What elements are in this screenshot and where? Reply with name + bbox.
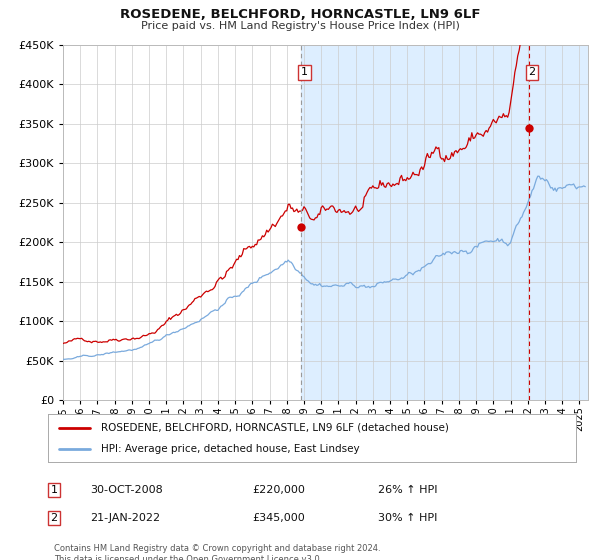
Text: Contains HM Land Registry data © Crown copyright and database right 2024.
This d: Contains HM Land Registry data © Crown c… xyxy=(54,544,380,560)
Text: 21-JAN-2022: 21-JAN-2022 xyxy=(90,513,160,523)
Text: 30% ↑ HPI: 30% ↑ HPI xyxy=(378,513,437,523)
Text: 2: 2 xyxy=(529,67,536,77)
Text: HPI: Average price, detached house, East Lindsey: HPI: Average price, detached house, East… xyxy=(101,444,359,454)
Text: ROSEDENE, BELCHFORD, HORNCASTLE, LN9 6LF (detached house): ROSEDENE, BELCHFORD, HORNCASTLE, LN9 6LF… xyxy=(101,423,449,433)
Text: 30-OCT-2008: 30-OCT-2008 xyxy=(90,485,163,495)
Bar xyxy=(301,45,588,400)
Text: 1: 1 xyxy=(301,67,308,77)
Text: 26% ↑ HPI: 26% ↑ HPI xyxy=(378,485,437,495)
Text: ROSEDENE, BELCHFORD, HORNCASTLE, LN9 6LF: ROSEDENE, BELCHFORD, HORNCASTLE, LN9 6LF xyxy=(120,8,480,21)
Text: 2: 2 xyxy=(50,513,58,523)
Text: 1: 1 xyxy=(50,485,58,495)
Text: £345,000: £345,000 xyxy=(252,513,305,523)
Text: Price paid vs. HM Land Registry's House Price Index (HPI): Price paid vs. HM Land Registry's House … xyxy=(140,21,460,31)
Text: £220,000: £220,000 xyxy=(252,485,305,495)
